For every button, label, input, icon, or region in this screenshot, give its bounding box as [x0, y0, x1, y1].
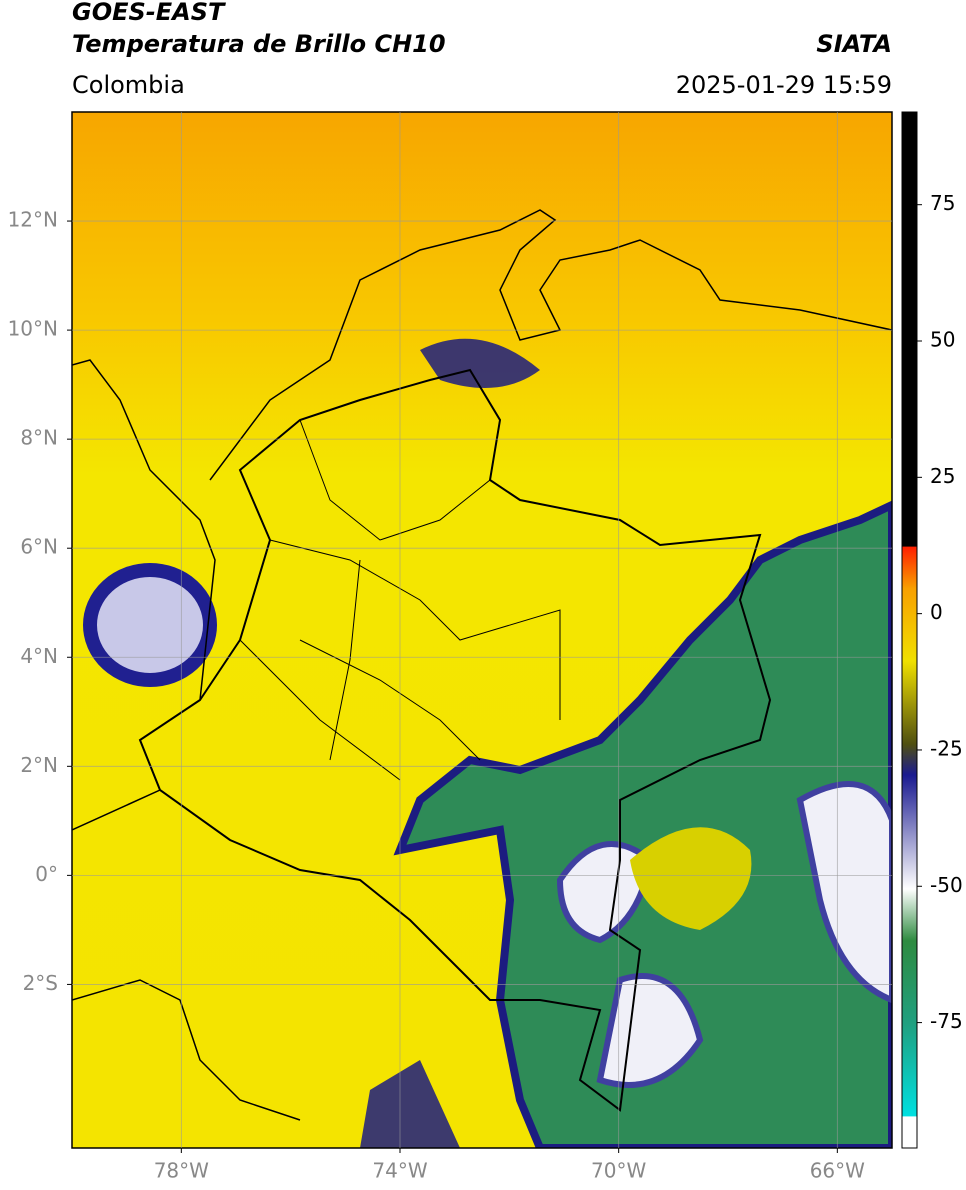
- pacific-cloud: [83, 563, 217, 687]
- imagery: [72, 112, 892, 1148]
- colorbar: [901, 111, 918, 1149]
- colorbar-label: -25: [930, 736, 963, 760]
- x-tick-label: 70°W: [591, 1159, 646, 1183]
- colorbar-label: -75: [930, 1009, 963, 1033]
- colorbar-label: 0: [930, 600, 943, 624]
- colorbar-label: 75: [930, 191, 955, 215]
- y-tick-label: 10°N: [8, 317, 58, 341]
- map-frame: [71, 111, 893, 1149]
- x-tick-label: 66°W: [810, 1159, 865, 1183]
- national-border: [138, 368, 772, 1112]
- x-tick-label: 78°W: [154, 1159, 209, 1183]
- source: SIATA: [816, 30, 892, 58]
- title: GOES-EAST: [72, 0, 226, 26]
- y-tick-label: 6°N: [20, 535, 58, 559]
- department-borders: [239, 419, 561, 781]
- colorbar-label: 25: [930, 464, 955, 488]
- y-tick-label: 4°N: [20, 644, 58, 668]
- colorbar-label: 50: [930, 328, 955, 352]
- x-tick-label: 74°W: [372, 1159, 427, 1183]
- y-tick-label: 2°N: [20, 753, 58, 777]
- warm-gap: [630, 827, 752, 930]
- y-tick-label: 12°N: [8, 208, 58, 232]
- y-tick-label: 0°: [35, 862, 58, 886]
- region: Colombia: [72, 71, 185, 99]
- y-tick-label: 8°N: [20, 426, 58, 450]
- y-tick-label: 2°S: [23, 971, 58, 995]
- product-title: Temperatura de Brillo CH10: [72, 30, 446, 58]
- colorbar-label: -50: [930, 873, 963, 897]
- datetime: 2025-01-29 15:59: [676, 71, 892, 99]
- cloud-mass: [393, 500, 892, 1148]
